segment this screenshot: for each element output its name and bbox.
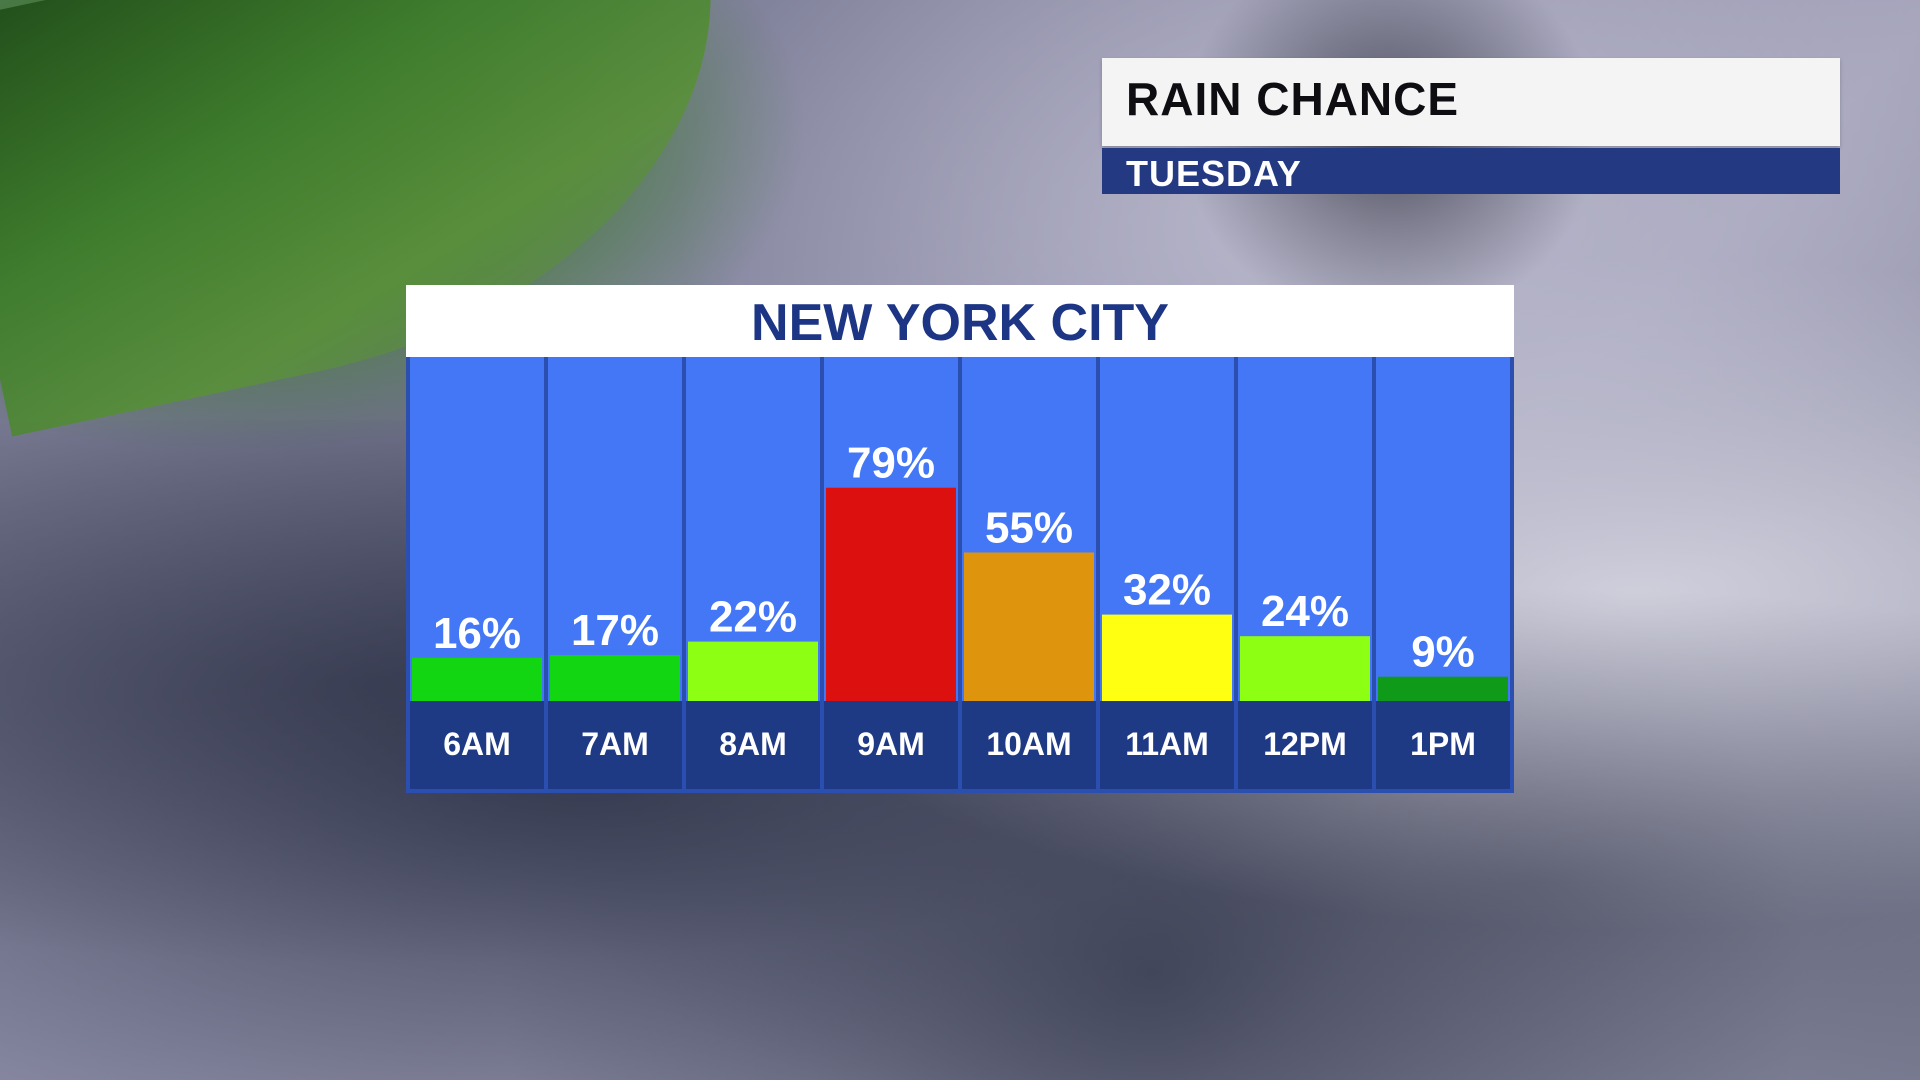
time-label-background xyxy=(548,701,682,789)
x-tick-label: 1PM xyxy=(1410,726,1476,762)
bar xyxy=(688,641,818,701)
column-background xyxy=(410,357,544,701)
chart-svg: 16% 6AM 17% 7AM 22% 8AM 79% 9AM 55% 10AM 32% 11AM 24… xyxy=(410,357,1510,789)
x-tick-label: 12PM xyxy=(1263,726,1347,762)
bar xyxy=(826,487,956,701)
title-box: RAIN CHANCE xyxy=(1102,58,1840,146)
bar-value-label: 32% xyxy=(1123,566,1211,615)
graphic-title: RAIN CHANCE xyxy=(1126,73,1459,125)
x-tick-label: 8AM xyxy=(719,726,787,762)
bar-value-label: 55% xyxy=(985,504,1073,553)
x-tick-label: 6AM xyxy=(443,726,511,762)
chart-header: NEW YORK CITY xyxy=(406,285,1514,357)
bar xyxy=(412,657,542,701)
time-label-background xyxy=(1376,701,1510,789)
bar xyxy=(964,552,1094,701)
bar xyxy=(1378,676,1508,701)
bar-value-label: 16% xyxy=(433,609,521,658)
rain-chance-chart: NEW YORK CITY 16% 6AM 17% 7AM 22% 8AM 79% 9AM 55… xyxy=(406,285,1514,793)
time-label-background xyxy=(686,701,820,789)
column-background xyxy=(1376,357,1510,701)
subtitle-box: TUESDAY xyxy=(1102,148,1840,194)
chart-title: NEW YORK CITY xyxy=(751,294,1169,352)
bar-value-label: 9% xyxy=(1411,628,1475,677)
bar-value-label: 22% xyxy=(709,593,797,642)
time-label-background xyxy=(410,701,544,789)
time-label-background xyxy=(1100,701,1234,789)
time-label-background xyxy=(1238,701,1372,789)
chart-body: 16% 6AM 17% 7AM 22% 8AM 79% 9AM 55% 10AM 32% 11AM 24… xyxy=(406,357,1514,793)
time-label-background xyxy=(962,701,1096,789)
graphic-subtitle: TUESDAY xyxy=(1126,153,1302,194)
x-tick-label: 9AM xyxy=(857,726,925,762)
bar-value-label: 79% xyxy=(847,439,935,488)
x-tick-label: 7AM xyxy=(581,726,649,762)
bar-value-label: 17% xyxy=(571,606,659,655)
column-background xyxy=(548,357,682,701)
x-tick-label: 11AM xyxy=(1125,726,1209,762)
x-tick-label: 10AM xyxy=(986,726,1071,762)
bar xyxy=(550,655,680,701)
time-label-background xyxy=(824,701,958,789)
bar xyxy=(1240,636,1370,701)
bar-value-label: 24% xyxy=(1261,587,1349,636)
bar xyxy=(1102,614,1232,701)
